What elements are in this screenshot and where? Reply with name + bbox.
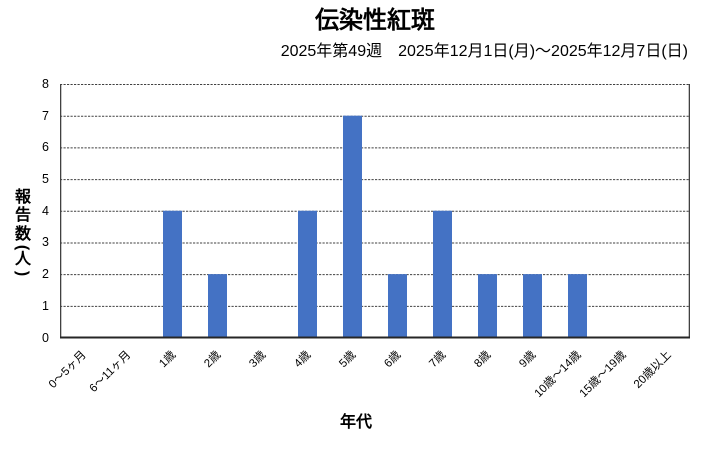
bar-5歳: [343, 115, 362, 338]
y-tick-label-1: 1: [42, 298, 49, 313]
x-tick-label-7歳: 7歳: [427, 349, 449, 371]
y-tick-label-5: 5: [42, 172, 49, 187]
bar-9歳: [523, 274, 542, 338]
x-tick-label-6歳: 6歳: [382, 349, 404, 371]
bar-2歳: [208, 274, 227, 338]
x-tick-label-3歳: 3歳: [247, 349, 269, 371]
x-tick-label-20歳以上: 20歳以上: [631, 349, 674, 391]
x-tick-label-1歳: 1歳: [157, 349, 179, 371]
y-tick-label-3: 3: [42, 235, 49, 250]
y-axis-title-char: 人: [14, 251, 31, 269]
y-axis-title-char: 告: [14, 207, 31, 225]
bar-4歳: [298, 210, 317, 338]
x-tick-label-6～11ヶ月: 6～11ヶ月: [87, 349, 134, 395]
y-axis-title: 報告数(人): [14, 189, 32, 277]
x-tick-label-8歳: 8歳: [472, 349, 494, 371]
bar-7歳: [433, 210, 452, 338]
x-tick-label-9歳: 9歳: [517, 349, 539, 371]
x-axis-title: 年代: [339, 414, 373, 431]
y-axis-title-char: 数: [14, 225, 31, 243]
bar-6歳: [388, 274, 407, 338]
x-tick-label-10歳～14歳: 10歳～14歳: [532, 349, 584, 400]
y-tick-label-6: 6: [42, 140, 49, 155]
bar-10歳～14歳: [568, 274, 587, 338]
plot-area: [60, 84, 690, 339]
x-tick-label-4歳: 4歳: [292, 349, 314, 371]
y-axis-title-char: 報: [14, 189, 31, 206]
y-tick-label-8: 8: [42, 77, 49, 91]
chart-subtitle: 2025年第49週 2025年12月1日(月)～2025年12月7日(日): [280, 43, 688, 60]
chart-title: 伝染性紅斑: [315, 7, 435, 34]
y-tick-label-2: 2: [42, 267, 49, 282]
y-tick-label-0: 0: [42, 330, 49, 345]
y-tick-label-7: 7: [42, 108, 49, 123]
x-tick-label-5歳: 5歳: [337, 349, 359, 371]
bar-8歳: [478, 274, 497, 338]
x-tick-label-2歳: 2歳: [202, 349, 224, 371]
x-tick-label-15歳～19歳: 15歳～19歳: [577, 349, 629, 400]
x-tick-label-0～5ヶ月: 0～5ヶ月: [46, 349, 89, 391]
bar-1歳: [163, 210, 182, 338]
y-tick-label-4: 4: [42, 203, 49, 218]
